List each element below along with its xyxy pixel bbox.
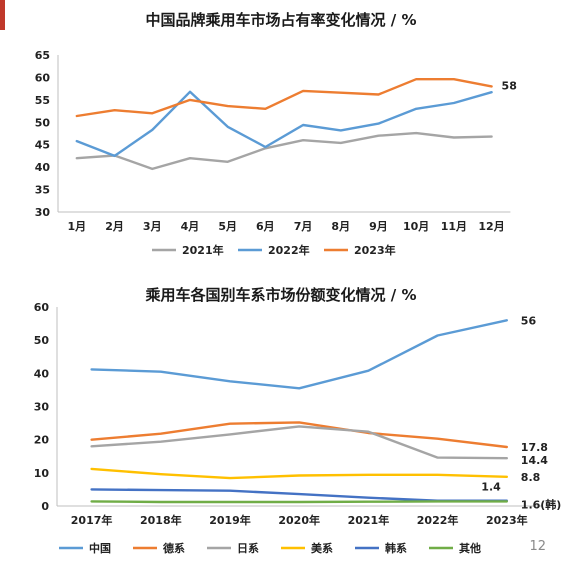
- y-tick-label: 50: [34, 334, 50, 347]
- x-tick-label: 2月: [105, 220, 124, 233]
- series-line-0: [90, 319, 508, 390]
- y-tick-label: 0: [41, 500, 49, 513]
- data-label: 56: [521, 314, 537, 327]
- x-tick-label: 8月: [331, 220, 350, 233]
- legend-label: 其他: [459, 541, 481, 555]
- legend-label: 2023年: [354, 243, 396, 257]
- x-tick-label: 2022年: [417, 513, 459, 527]
- y-tick-label: 55: [35, 94, 50, 107]
- x-tick-label: 6月: [256, 220, 275, 233]
- legend-label: 日系: [237, 541, 259, 555]
- y-tick-label: 40: [34, 367, 50, 380]
- y-tick-label: 45: [35, 139, 50, 152]
- series-line-4: [90, 488, 508, 502]
- data-label: 14.4: [521, 454, 548, 467]
- data-label: 58: [502, 79, 517, 92]
- x-tick-label: 5月: [218, 220, 237, 233]
- y-tick-label: 10: [34, 467, 50, 480]
- y-tick-label: 40: [35, 161, 51, 174]
- x-tick-label: 2020年: [278, 513, 320, 527]
- data-label: 1.4: [481, 480, 501, 493]
- y-tick-label: 30: [35, 206, 51, 219]
- x-tick-label: 12月: [478, 220, 504, 233]
- x-tick-label: 2017年: [71, 513, 113, 527]
- x-tick-label: 2021年: [348, 513, 390, 527]
- legend-label: 2022年: [268, 243, 310, 257]
- x-tick-label: 2018年: [140, 513, 182, 527]
- data-label: 17.8: [521, 441, 548, 454]
- x-tick-label: 7月: [294, 220, 313, 233]
- series-line-3: [90, 467, 508, 480]
- y-tick-label: 60: [35, 71, 51, 84]
- series-line-1: [90, 421, 508, 449]
- accent-bar: [0, 0, 5, 30]
- x-tick-label: 4月: [181, 220, 200, 233]
- china-brand-share-chart: 中国品牌乘用车市场占有率变化情况 / % 30 35 40 45 50 55 60 65 1月 2…: [35, 11, 517, 257]
- legend-label: 韩系: [385, 541, 407, 555]
- legend-label: 德系: [162, 541, 185, 555]
- legend-label: 中国: [89, 541, 111, 555]
- y-tick-label: 65: [35, 49, 50, 62]
- y-tick-label: 30: [34, 401, 50, 414]
- page-number: 12: [529, 539, 546, 554]
- series-line-0: [75, 131, 493, 171]
- x-tick-label: 2023年: [486, 513, 528, 527]
- x-tick-label: 11月: [441, 220, 467, 233]
- data-label: 1.6(韩): [521, 498, 562, 512]
- y-tick-label: 20: [34, 434, 50, 447]
- x-tick-label: 2019年: [209, 513, 251, 527]
- chart-title: 乘用车各国别车系市场份额变化情况 / %: [145, 286, 417, 304]
- series-line-2: [90, 425, 508, 460]
- y-tick-label: 50: [35, 116, 51, 129]
- legend-label: 2021年: [182, 243, 224, 257]
- x-tick-label: 9月: [369, 220, 388, 233]
- data-label: 8.8: [521, 471, 541, 484]
- series-line-2: [75, 77, 493, 118]
- y-tick-label: 35: [35, 184, 50, 197]
- y-tick-label: 60: [34, 301, 50, 314]
- chart-title: 中国品牌乘用车市场占有率变化情况 / %: [146, 11, 417, 29]
- series-line-1: [75, 90, 493, 158]
- series-line-5: [90, 500, 508, 504]
- legend-label: 美系: [311, 541, 333, 555]
- x-tick-label: 10月: [403, 220, 429, 233]
- x-tick-label: 1月: [68, 220, 87, 233]
- x-tick-label: 3月: [143, 220, 162, 233]
